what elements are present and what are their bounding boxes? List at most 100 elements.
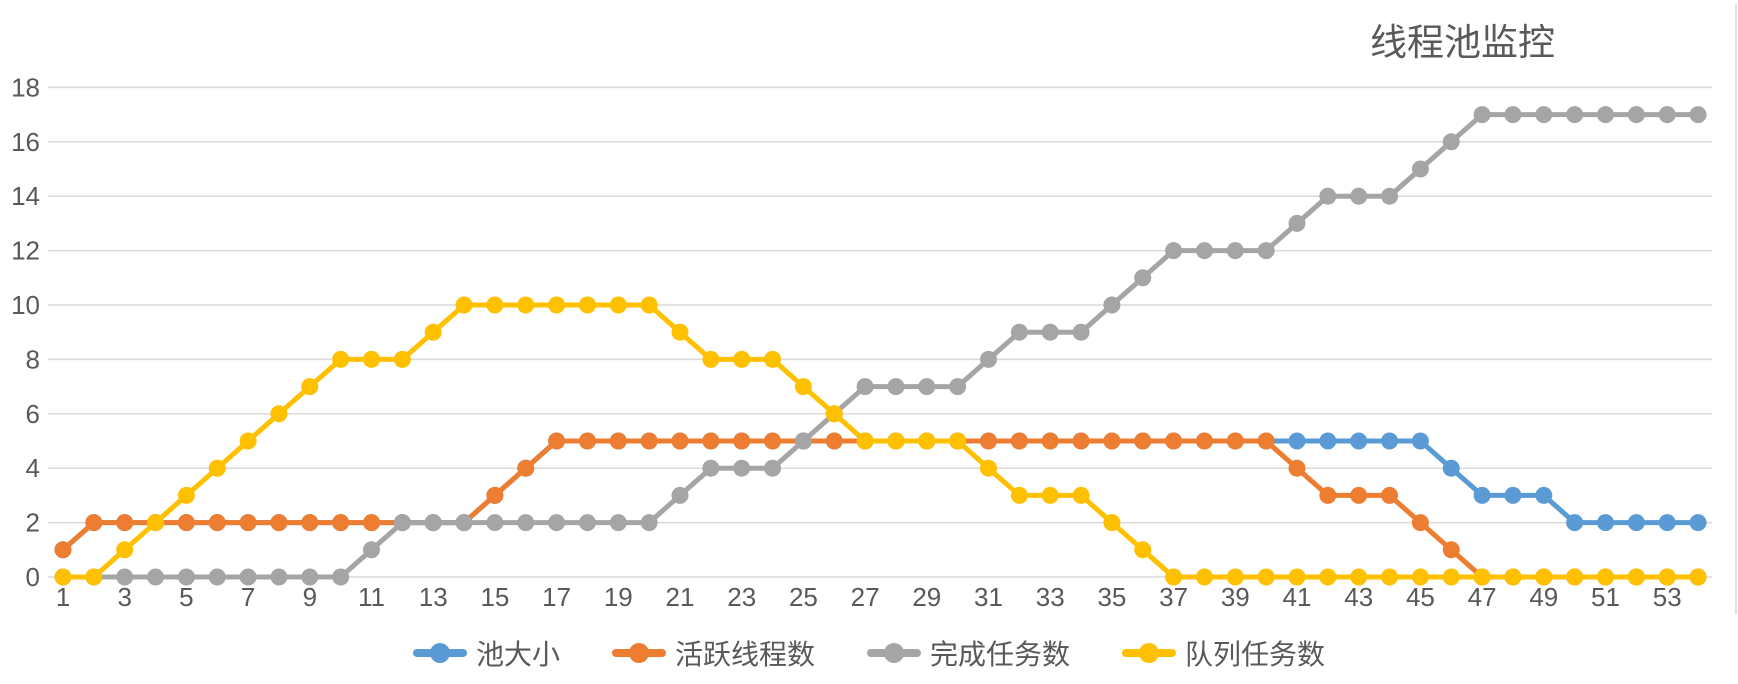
data-point bbox=[1134, 541, 1152, 559]
data-point bbox=[517, 514, 535, 532]
data-point bbox=[671, 432, 689, 450]
data-point bbox=[177, 514, 195, 532]
data-point bbox=[1689, 514, 1707, 532]
data-point bbox=[1597, 106, 1614, 124]
data-point bbox=[116, 568, 134, 586]
x-tick-label: 53 bbox=[1653, 582, 1682, 612]
data-point bbox=[733, 459, 751, 477]
data-point bbox=[1319, 568, 1337, 586]
data-point bbox=[702, 459, 720, 477]
data-point bbox=[1350, 486, 1368, 504]
data-point bbox=[1350, 568, 1368, 586]
data-point bbox=[578, 432, 596, 450]
x-tick-label: 49 bbox=[1529, 582, 1558, 612]
data-point bbox=[1442, 133, 1460, 151]
legend-label-active-threads: 活跃线程数 bbox=[674, 640, 815, 671]
legend-item-active-threads[interactable]: 活跃线程数 bbox=[611, 633, 815, 673]
data-point bbox=[1411, 568, 1429, 586]
y-tick-label: 4 bbox=[26, 453, 40, 483]
y-tick-label: 10 bbox=[11, 290, 40, 320]
data-point bbox=[1010, 486, 1028, 504]
data-point bbox=[1658, 514, 1676, 532]
data-point bbox=[1381, 486, 1399, 504]
x-axis-labels: 1 3 5 7 9 11 13 15 17 19 21 23 25 27 29 31 33 35 37 39 41 43 4… bbox=[56, 582, 1682, 612]
y-tick-label: 12 bbox=[11, 236, 40, 266]
data-point bbox=[1411, 514, 1429, 532]
legend-item-completed-tasks[interactable]: 完成任务数 bbox=[867, 633, 1070, 673]
data-point bbox=[116, 541, 134, 559]
data-point bbox=[332, 568, 350, 586]
data-point bbox=[363, 514, 380, 532]
data-point bbox=[1103, 296, 1121, 314]
data-point bbox=[764, 432, 782, 450]
data-point bbox=[1195, 568, 1213, 586]
data-point bbox=[1288, 568, 1306, 586]
data-point bbox=[1041, 432, 1059, 450]
data-point bbox=[177, 568, 195, 586]
series-队列任务数 bbox=[54, 296, 1707, 586]
data-point bbox=[764, 459, 782, 477]
x-tick-label: 3 bbox=[117, 582, 131, 612]
data-point bbox=[424, 514, 442, 532]
series-line-2 bbox=[60, 112, 1701, 580]
data-point bbox=[548, 296, 566, 314]
data-point bbox=[702, 350, 720, 368]
x-tick-label: 45 bbox=[1406, 582, 1435, 612]
data-point bbox=[147, 514, 165, 532]
x-tick-label: 23 bbox=[727, 582, 756, 612]
data-point bbox=[887, 378, 905, 396]
data-point bbox=[1041, 323, 1059, 341]
x-tick-label: 35 bbox=[1097, 582, 1126, 612]
data-point bbox=[1288, 432, 1306, 450]
data-point bbox=[1165, 432, 1183, 450]
legend-label-completed-tasks: 完成任务数 bbox=[930, 640, 1071, 671]
data-point bbox=[825, 405, 843, 423]
data-point bbox=[733, 432, 751, 450]
data-point bbox=[1627, 514, 1645, 532]
data-point bbox=[764, 350, 782, 368]
data-point bbox=[1226, 242, 1244, 260]
data-point bbox=[949, 432, 967, 450]
legend: 池大小 活跃线程数 完成任务数 队列任务数 bbox=[0, 633, 1738, 673]
data-point bbox=[1504, 568, 1522, 586]
data-point bbox=[208, 514, 226, 532]
data-point bbox=[1381, 187, 1399, 205]
data-point bbox=[578, 514, 596, 532]
data-point bbox=[1381, 568, 1399, 586]
gridlines bbox=[48, 86, 1712, 578]
legend-item-pool-size[interactable]: 池大小 bbox=[412, 633, 560, 673]
data-point bbox=[85, 568, 103, 586]
data-point bbox=[548, 432, 566, 450]
data-point bbox=[1257, 432, 1275, 450]
data-point bbox=[980, 432, 997, 450]
data-point bbox=[1165, 568, 1183, 586]
data-point bbox=[301, 378, 319, 396]
data-point bbox=[1072, 432, 1090, 450]
data-point bbox=[1103, 432, 1121, 450]
x-tick-label: 7 bbox=[241, 582, 255, 612]
data-point bbox=[1257, 568, 1275, 586]
legend-line-dot-icon bbox=[611, 643, 666, 663]
data-point bbox=[733, 350, 751, 368]
data-point bbox=[1442, 568, 1460, 586]
data-point bbox=[1226, 568, 1244, 586]
data-point bbox=[1442, 459, 1460, 477]
x-tick-label: 1 bbox=[56, 582, 70, 612]
data-point bbox=[1627, 106, 1645, 124]
data-point bbox=[1566, 106, 1584, 124]
data-point bbox=[1689, 106, 1707, 124]
x-tick-label: 5 bbox=[179, 582, 193, 612]
data-point bbox=[208, 459, 226, 477]
data-point bbox=[1350, 432, 1368, 450]
data-point bbox=[794, 432, 812, 450]
data-point bbox=[1504, 106, 1522, 124]
data-point bbox=[702, 432, 720, 450]
legend-label-pool-size: 池大小 bbox=[475, 640, 560, 671]
data-point bbox=[671, 323, 689, 341]
legend-item-queued-tasks[interactable]: 队列任务数 bbox=[1122, 633, 1325, 673]
data-point bbox=[1411, 160, 1429, 178]
data-point bbox=[1319, 486, 1337, 504]
data-point bbox=[1473, 106, 1491, 124]
data-point bbox=[455, 296, 473, 314]
